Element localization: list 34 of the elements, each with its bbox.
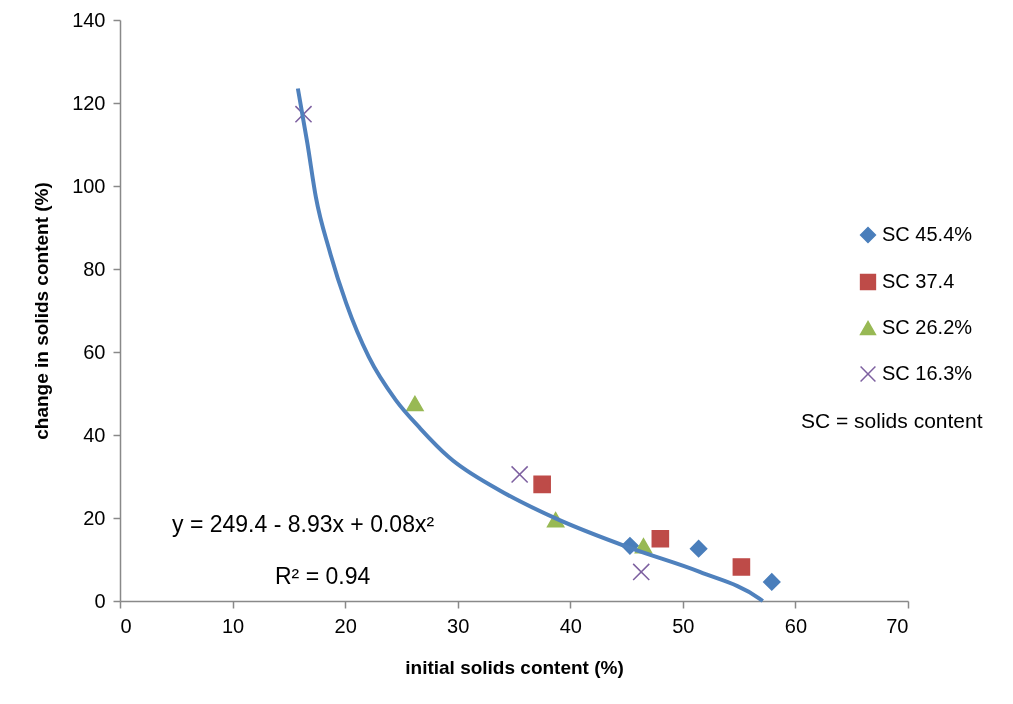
- point: [632, 563, 651, 581]
- legend-label: SC 26.2%: [882, 316, 973, 338]
- x-tick-label: 10: [221, 614, 245, 637]
- point: [533, 475, 551, 494]
- legend-label: SC 45.4%: [882, 223, 973, 245]
- y-tick-label: 20: [83, 506, 106, 529]
- y-tick-label: 80: [83, 257, 106, 280]
- x-tick-label: 20: [334, 614, 357, 637]
- x-tick-label: 0: [120, 614, 132, 637]
- x-tick-label: 50: [672, 614, 695, 637]
- y-tick-label: 0: [94, 589, 106, 612]
- annotation: y = 249.4 - 8.93x + 0.08x²: [172, 511, 435, 537]
- annotation: SC = solids content: [801, 409, 983, 432]
- y-tick-label: 120: [72, 91, 106, 114]
- point: [651, 529, 670, 548]
- annotation: R² = 0.94: [275, 563, 371, 589]
- x-axis-title: initial solids content (%): [405, 656, 624, 678]
- y-tick-label: 40: [83, 423, 106, 446]
- point: [406, 395, 424, 412]
- y-tick-label: 100: [72, 174, 106, 197]
- x-tick-label: 40: [559, 614, 582, 637]
- legend-label: SC 16.3%: [882, 362, 973, 384]
- point: [689, 539, 708, 558]
- point: [294, 105, 313, 124]
- point: [510, 465, 529, 484]
- x-tick-label: 30: [447, 614, 470, 637]
- y-tick-label: 60: [83, 340, 106, 363]
- x-tick-label: 70: [886, 614, 909, 637]
- point: [762, 573, 781, 591]
- legend-label: SC 37.4: [882, 270, 955, 292]
- point: [732, 558, 751, 576]
- y-axis-title: change in solids content (%): [31, 182, 53, 440]
- x-tick-label: 60: [784, 614, 808, 637]
- y-tick-label: 140: [72, 8, 106, 31]
